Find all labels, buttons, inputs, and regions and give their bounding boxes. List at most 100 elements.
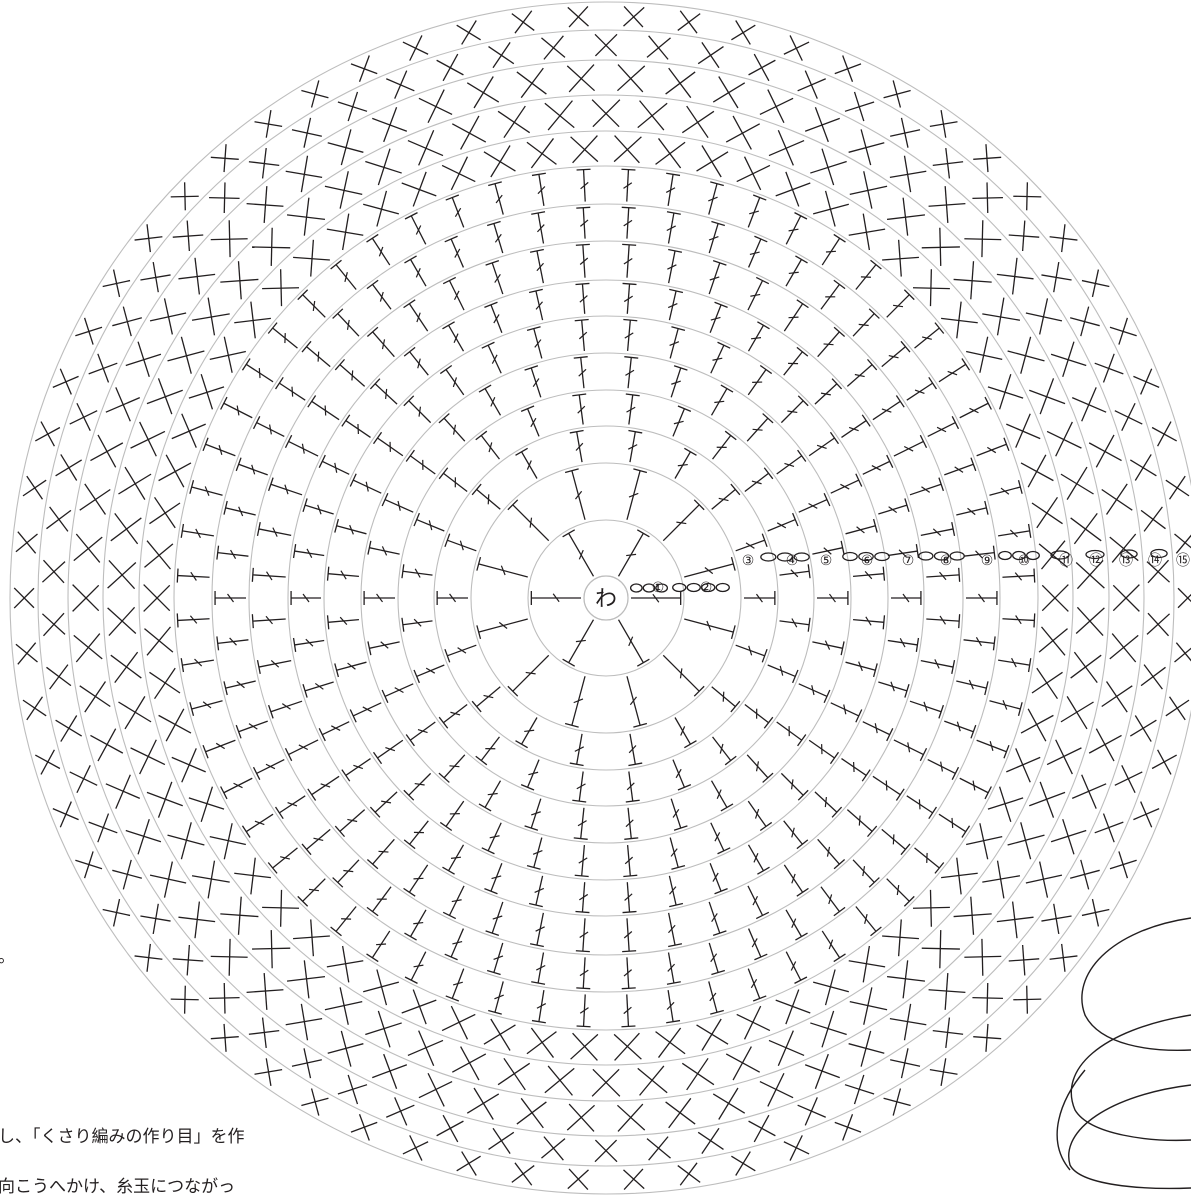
dc-slash — [751, 338, 761, 339]
dc-slash — [720, 744, 723, 754]
dc-top — [798, 450, 806, 461]
round-label-6: ⑥ — [861, 553, 874, 569]
dc-top — [920, 435, 926, 448]
sc-stitch — [726, 1054, 760, 1072]
dc-top — [756, 277, 769, 283]
round-label-3: ③ — [742, 553, 755, 569]
sc-stitch — [504, 1058, 525, 1090]
dc-top — [760, 822, 771, 830]
sc-stitch — [855, 92, 864, 121]
dc-top — [952, 416, 958, 429]
sc-stitch — [76, 634, 99, 662]
dc-slash — [752, 481, 762, 484]
dc-top — [367, 280, 378, 288]
dc-top — [962, 826, 970, 838]
dc-top — [472, 701, 481, 712]
dc-top — [476, 756, 487, 765]
sc-stitch — [617, 1105, 644, 1130]
dc-slash — [530, 518, 531, 528]
sc-stitch — [669, 68, 691, 98]
sc-stitch — [281, 890, 282, 927]
sc-stitch — [74, 537, 102, 560]
sc-stitch — [1096, 435, 1114, 467]
dc-top — [959, 614, 960, 628]
dc-slash — [417, 313, 420, 322]
dc-top — [308, 396, 316, 408]
dc-top — [443, 912, 456, 918]
dc-slash — [259, 368, 260, 378]
sc-stitch — [624, 6, 643, 27]
sc-stitch — [85, 851, 94, 878]
yarn-loop-1 — [1082, 918, 1191, 1050]
sc-stitch — [172, 424, 206, 439]
sc-stitch — [43, 613, 64, 636]
sc-stitch — [940, 228, 941, 266]
dc-top — [1034, 613, 1035, 627]
sc-stitch — [1158, 422, 1171, 447]
dc-top — [626, 800, 640, 802]
sc-stitch — [111, 518, 142, 541]
dc-top — [252, 614, 253, 628]
sc-stitch — [972, 998, 1003, 999]
dc-top — [621, 1026, 635, 1027]
dc-slash — [859, 324, 869, 325]
sc-stitch — [1110, 860, 1137, 869]
sc-stitch — [402, 183, 437, 196]
sc-stitch — [1029, 792, 1065, 805]
dc-top — [440, 822, 451, 830]
dc-top — [404, 840, 415, 849]
sc-stitch — [1061, 702, 1094, 722]
sc-stitch — [1072, 784, 1106, 799]
dc-top — [985, 397, 991, 409]
sc-stitch — [386, 79, 414, 91]
dc-top — [808, 618, 810, 632]
dc-slash — [680, 668, 681, 678]
dc-slash — [535, 340, 541, 348]
sc-stitch — [656, 1032, 686, 1054]
dc-top — [476, 431, 487, 440]
sc-stitch — [147, 390, 183, 403]
sc-stitch — [531, 1028, 553, 1058]
dc-top — [572, 800, 586, 802]
sc-stitch — [419, 1031, 434, 1066]
sc-stitch — [666, 1102, 696, 1124]
sc-stitch — [786, 172, 799, 207]
dc-top — [252, 568, 253, 582]
sc-stitch — [144, 544, 172, 567]
dc-top — [302, 341, 311, 352]
dc-slash — [488, 494, 489, 504]
sc-stitch — [493, 1128, 510, 1153]
dc-top — [268, 863, 277, 874]
dc-slash — [203, 702, 211, 708]
dc-top — [862, 770, 870, 782]
note-line-1: し、「くさり編みの作り目」を作 — [0, 1122, 245, 1147]
dc-top — [442, 322, 454, 329]
dc-top — [993, 636, 995, 650]
dc-slash — [325, 405, 326, 415]
dc-top — [285, 748, 291, 761]
dc-slash — [413, 878, 423, 879]
dc-top — [623, 283, 637, 284]
dc-slash — [784, 463, 794, 466]
dc-top — [901, 844, 910, 855]
dc-slash — [915, 390, 924, 393]
dc-slash — [826, 251, 836, 252]
dc-slash — [859, 816, 860, 826]
dc-top — [308, 789, 316, 801]
dc-slash — [282, 704, 290, 710]
dc-top — [217, 546, 219, 560]
sc-stitch — [745, 157, 761, 190]
sc-stitch — [229, 939, 230, 976]
dc-top — [276, 807, 284, 819]
sc-stitch — [131, 431, 165, 448]
dc-top — [563, 659, 575, 666]
chain-stitch — [716, 584, 729, 592]
sc-stitch — [822, 149, 834, 185]
dc-top — [177, 613, 178, 627]
sc-stitch — [835, 1122, 861, 1132]
sc-stitch — [1082, 387, 1097, 421]
dc-slash — [710, 993, 716, 1001]
sc-stitch — [760, 1082, 793, 1098]
sc-stitch — [252, 247, 290, 248]
dc-slash — [352, 370, 353, 380]
